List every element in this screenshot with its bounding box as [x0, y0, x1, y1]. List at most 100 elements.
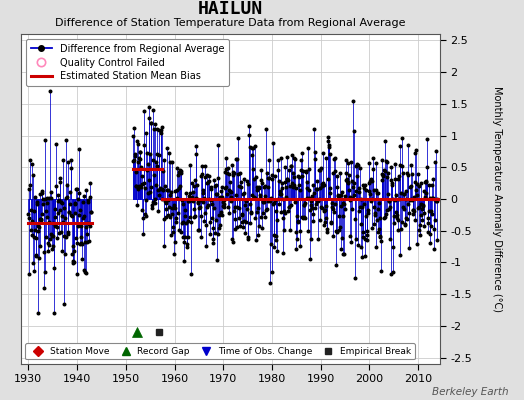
Point: [276, 190, 285, 197]
Point: [152, 150, 161, 157]
Point: [249, 176, 258, 183]
Point: [307, 197, 315, 204]
Point: [223, 170, 231, 176]
Point: [165, 150, 173, 156]
Point: [72, 186, 81, 192]
Point: [29, 260, 37, 266]
Point: [204, 202, 212, 208]
Point: [146, 151, 154, 157]
Point: [388, 269, 397, 275]
Point: [252, 236, 260, 243]
Point: [270, 200, 278, 206]
Point: [73, 240, 82, 246]
Point: [376, 234, 385, 241]
Point: [223, 191, 232, 197]
Point: [170, 204, 179, 211]
Point: [343, 176, 351, 182]
Point: [36, 191, 45, 197]
Point: [72, 234, 80, 241]
Point: [276, 209, 285, 215]
Point: [254, 204, 263, 211]
Point: [52, 141, 60, 147]
Point: [79, 199, 87, 205]
Point: [316, 217, 324, 224]
Point: [247, 192, 256, 198]
Point: [370, 187, 378, 193]
Point: [193, 199, 202, 206]
Point: [76, 240, 84, 247]
Point: [173, 186, 181, 193]
Point: [37, 217, 45, 223]
Point: [213, 142, 222, 148]
Point: [28, 232, 36, 238]
Point: [250, 215, 259, 221]
Point: [389, 244, 397, 250]
Point: [343, 180, 352, 186]
Point: [188, 194, 196, 201]
Point: [58, 200, 67, 207]
Point: [152, 182, 160, 188]
Point: [293, 236, 301, 242]
Point: [183, 240, 191, 247]
Point: [220, 204, 228, 211]
Point: [140, 180, 148, 186]
Point: [270, 196, 279, 203]
Point: [252, 174, 260, 180]
Point: [195, 197, 204, 203]
Point: [188, 197, 196, 203]
Point: [264, 198, 272, 204]
Point: [426, 195, 434, 202]
Point: [36, 216, 44, 222]
Point: [238, 211, 246, 217]
Point: [324, 134, 332, 140]
Point: [405, 244, 413, 251]
Point: [401, 221, 409, 228]
Point: [320, 222, 328, 228]
Point: [27, 227, 35, 234]
Point: [78, 234, 86, 240]
Point: [78, 241, 86, 248]
Point: [334, 192, 342, 198]
Point: [53, 210, 62, 216]
Point: [357, 221, 366, 228]
Point: [361, 235, 369, 242]
Point: [414, 204, 422, 211]
Point: [158, 186, 167, 192]
Point: [276, 188, 284, 194]
Point: [159, 156, 168, 163]
Point: [79, 212, 88, 219]
Point: [84, 197, 92, 204]
Point: [212, 191, 221, 198]
Point: [193, 196, 201, 202]
Point: [361, 182, 369, 188]
Point: [314, 167, 323, 174]
Point: [288, 180, 296, 187]
Point: [224, 170, 233, 177]
Point: [205, 178, 214, 184]
Point: [346, 196, 355, 203]
Point: [219, 202, 227, 209]
Point: [42, 208, 50, 214]
Point: [208, 201, 216, 207]
Point: [346, 232, 354, 239]
Point: [233, 204, 241, 210]
Point: [368, 178, 376, 185]
Point: [235, 215, 244, 221]
Point: [74, 196, 82, 202]
Point: [292, 229, 301, 236]
Point: [384, 170, 392, 176]
Point: [199, 199, 208, 205]
Point: [392, 209, 400, 216]
Point: [208, 215, 216, 221]
Point: [300, 202, 308, 208]
Point: [209, 239, 217, 246]
Point: [381, 158, 390, 164]
Point: [209, 236, 217, 242]
Point: [284, 177, 292, 184]
Point: [162, 200, 171, 206]
Point: [318, 181, 326, 187]
Point: [200, 174, 209, 180]
Point: [56, 207, 64, 214]
Point: [323, 176, 332, 182]
Point: [431, 159, 440, 165]
